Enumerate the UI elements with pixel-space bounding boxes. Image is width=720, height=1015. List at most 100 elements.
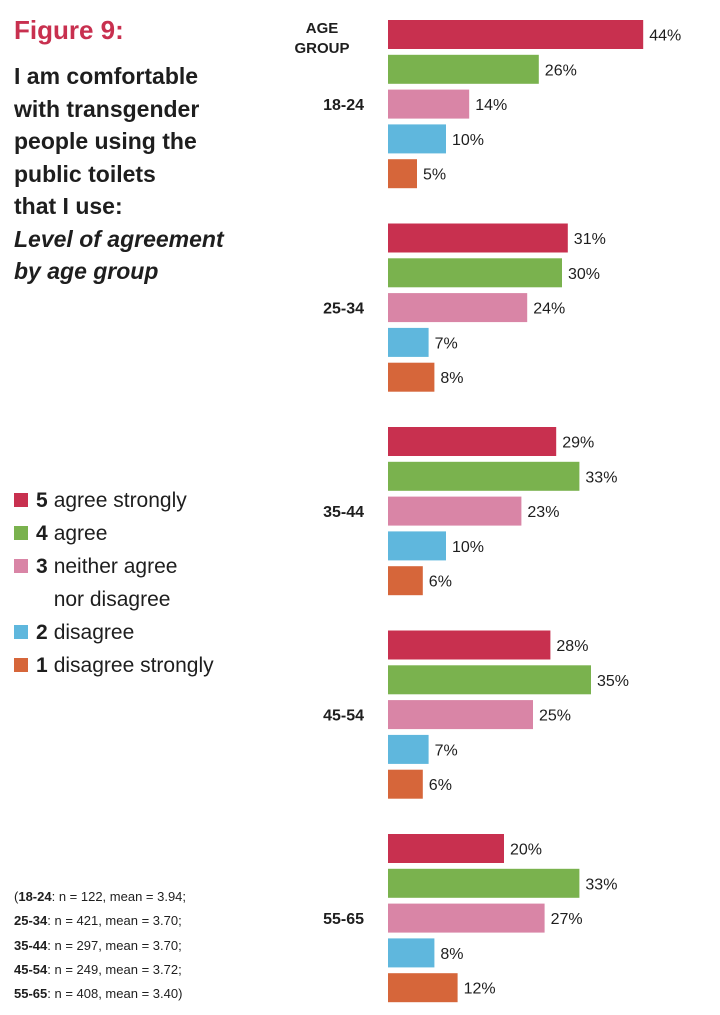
- figure-label: Figure 9:: [14, 15, 124, 45]
- bar: [388, 293, 528, 323]
- note-group: 35-44: [14, 937, 48, 953]
- bar: [388, 124, 446, 154]
- data-label: 10%: [452, 132, 484, 149]
- note-row: (18-24: n = 122, mean = 3.94;: [14, 885, 186, 909]
- data-label: 6%: [429, 777, 452, 794]
- legend-item-disagree-strongly: 1 disagree strongly: [14, 649, 294, 682]
- note-row: 35-44: n = 297, mean = 3.70;: [14, 934, 186, 958]
- legend-item-agree: 4 agree: [14, 517, 294, 550]
- legend-swatch: [14, 658, 28, 672]
- bar: [388, 630, 551, 660]
- bar: [388, 427, 557, 456]
- bar: [388, 734, 429, 764]
- data-label: 27%: [551, 911, 583, 928]
- legend-swatch: [14, 559, 28, 573]
- bar: [388, 362, 435, 392]
- category-label: 25-34: [323, 301, 364, 318]
- bar: [388, 89, 470, 119]
- subtitle-line: Level of agreement: [14, 225, 224, 252]
- bar: [388, 461, 580, 491]
- data-label: 12%: [464, 981, 496, 998]
- bar: [388, 54, 539, 84]
- data-label: 33%: [585, 469, 617, 486]
- bar: [388, 665, 591, 695]
- data-label: 10%: [452, 539, 484, 556]
- data-label: 25%: [539, 708, 571, 725]
- legend-level: 3: [36, 555, 48, 578]
- chart-title: I am comfortable with transgender people…: [14, 60, 274, 288]
- bar: [388, 903, 545, 933]
- title-line: people using the: [14, 128, 197, 154]
- legend-swatch: [14, 526, 28, 540]
- data-label: 8%: [440, 946, 463, 963]
- data-label: 28%: [556, 638, 588, 655]
- note-group: 25-34: [14, 913, 48, 929]
- category-label: 18-24: [323, 97, 364, 114]
- note-text: : n = 421, mean = 3.70;: [47, 913, 182, 929]
- data-label: 44%: [649, 28, 681, 45]
- legend-label: disagree: [53, 621, 135, 644]
- bar: [388, 159, 417, 189]
- data-label: 26%: [545, 62, 577, 79]
- sample-notes: (18-24: n = 122, mean = 3.94; 25-34: n =…: [14, 885, 186, 1006]
- bar: [388, 258, 562, 288]
- bar: [388, 938, 435, 968]
- title-line: I am comfortable: [14, 63, 199, 89]
- bar: [388, 496, 522, 526]
- data-label: 7%: [435, 335, 458, 352]
- note-text: : n = 297, mean = 3.70;: [47, 937, 182, 953]
- legend-swatch: [14, 493, 28, 507]
- title-line: public toilets: [14, 160, 156, 187]
- data-label: 5%: [423, 167, 446, 184]
- data-label: 7%: [435, 742, 458, 759]
- data-label: 8%: [440, 370, 463, 387]
- legend-label: agree strongly: [53, 489, 187, 512]
- legend-item-neither: 3 neither agree nor disagree: [14, 550, 294, 616]
- legend-swatch: [14, 625, 28, 639]
- bar: [388, 973, 458, 1003]
- data-label: 30%: [568, 266, 600, 283]
- bar: [388, 834, 504, 863]
- legend-level: 1: [36, 654, 48, 677]
- data-label: 35%: [597, 673, 629, 690]
- legend-label: agree: [53, 522, 108, 545]
- legend-level: 4: [36, 522, 48, 545]
- bar: [388, 868, 580, 898]
- bar: [388, 327, 429, 357]
- data-label: 6%: [429, 574, 452, 591]
- data-label: 29%: [562, 435, 594, 452]
- note-prefix: (: [14, 889, 19, 904]
- category-label: 35-44: [323, 504, 364, 521]
- bar: [388, 20, 644, 49]
- legend: 5 agree strongly 4 agree 3 neither agree no…: [14, 484, 294, 682]
- note-group: 45-54: [14, 961, 48, 977]
- data-label: 20%: [510, 842, 542, 859]
- title-line: with transgender: [14, 95, 200, 122]
- legend-item-disagree: 2 disagree: [14, 616, 294, 649]
- note-row: 55-65: n = 408, mean = 3.40): [14, 982, 186, 1006]
- data-label: 14%: [475, 97, 507, 114]
- note-text: : n = 122, mean = 3.94;: [51, 889, 187, 904]
- bar: [388, 769, 423, 799]
- bar: [388, 700, 533, 730]
- subtitle-line: by age group: [14, 258, 159, 284]
- data-label: 31%: [574, 231, 606, 248]
- legend-level: 2: [36, 621, 48, 644]
- note-row: 25-34: n = 421, mean = 3.70;: [14, 909, 186, 933]
- note-group: 55-65: [14, 986, 48, 1002]
- legend-level: 5: [36, 489, 48, 512]
- axis-label-age-group: AGE GROUP: [294, 20, 350, 57]
- note-group: 18-24: [18, 889, 52, 904]
- bar: [388, 566, 423, 596]
- bar: [388, 531, 446, 561]
- note-row: 45-54: n = 249, mean = 3.72;: [14, 958, 186, 982]
- data-label: 33%: [585, 876, 617, 893]
- legend-label: disagree strongly: [53, 654, 214, 677]
- title-line: that I use:: [14, 193, 123, 219]
- bar: [388, 223, 568, 253]
- legend-item-agree-strongly: 5 agree strongly: [14, 484, 294, 517]
- category-label: 55-65: [323, 911, 364, 928]
- category-label: 45-54: [323, 708, 364, 725]
- data-label: 24%: [533, 301, 565, 318]
